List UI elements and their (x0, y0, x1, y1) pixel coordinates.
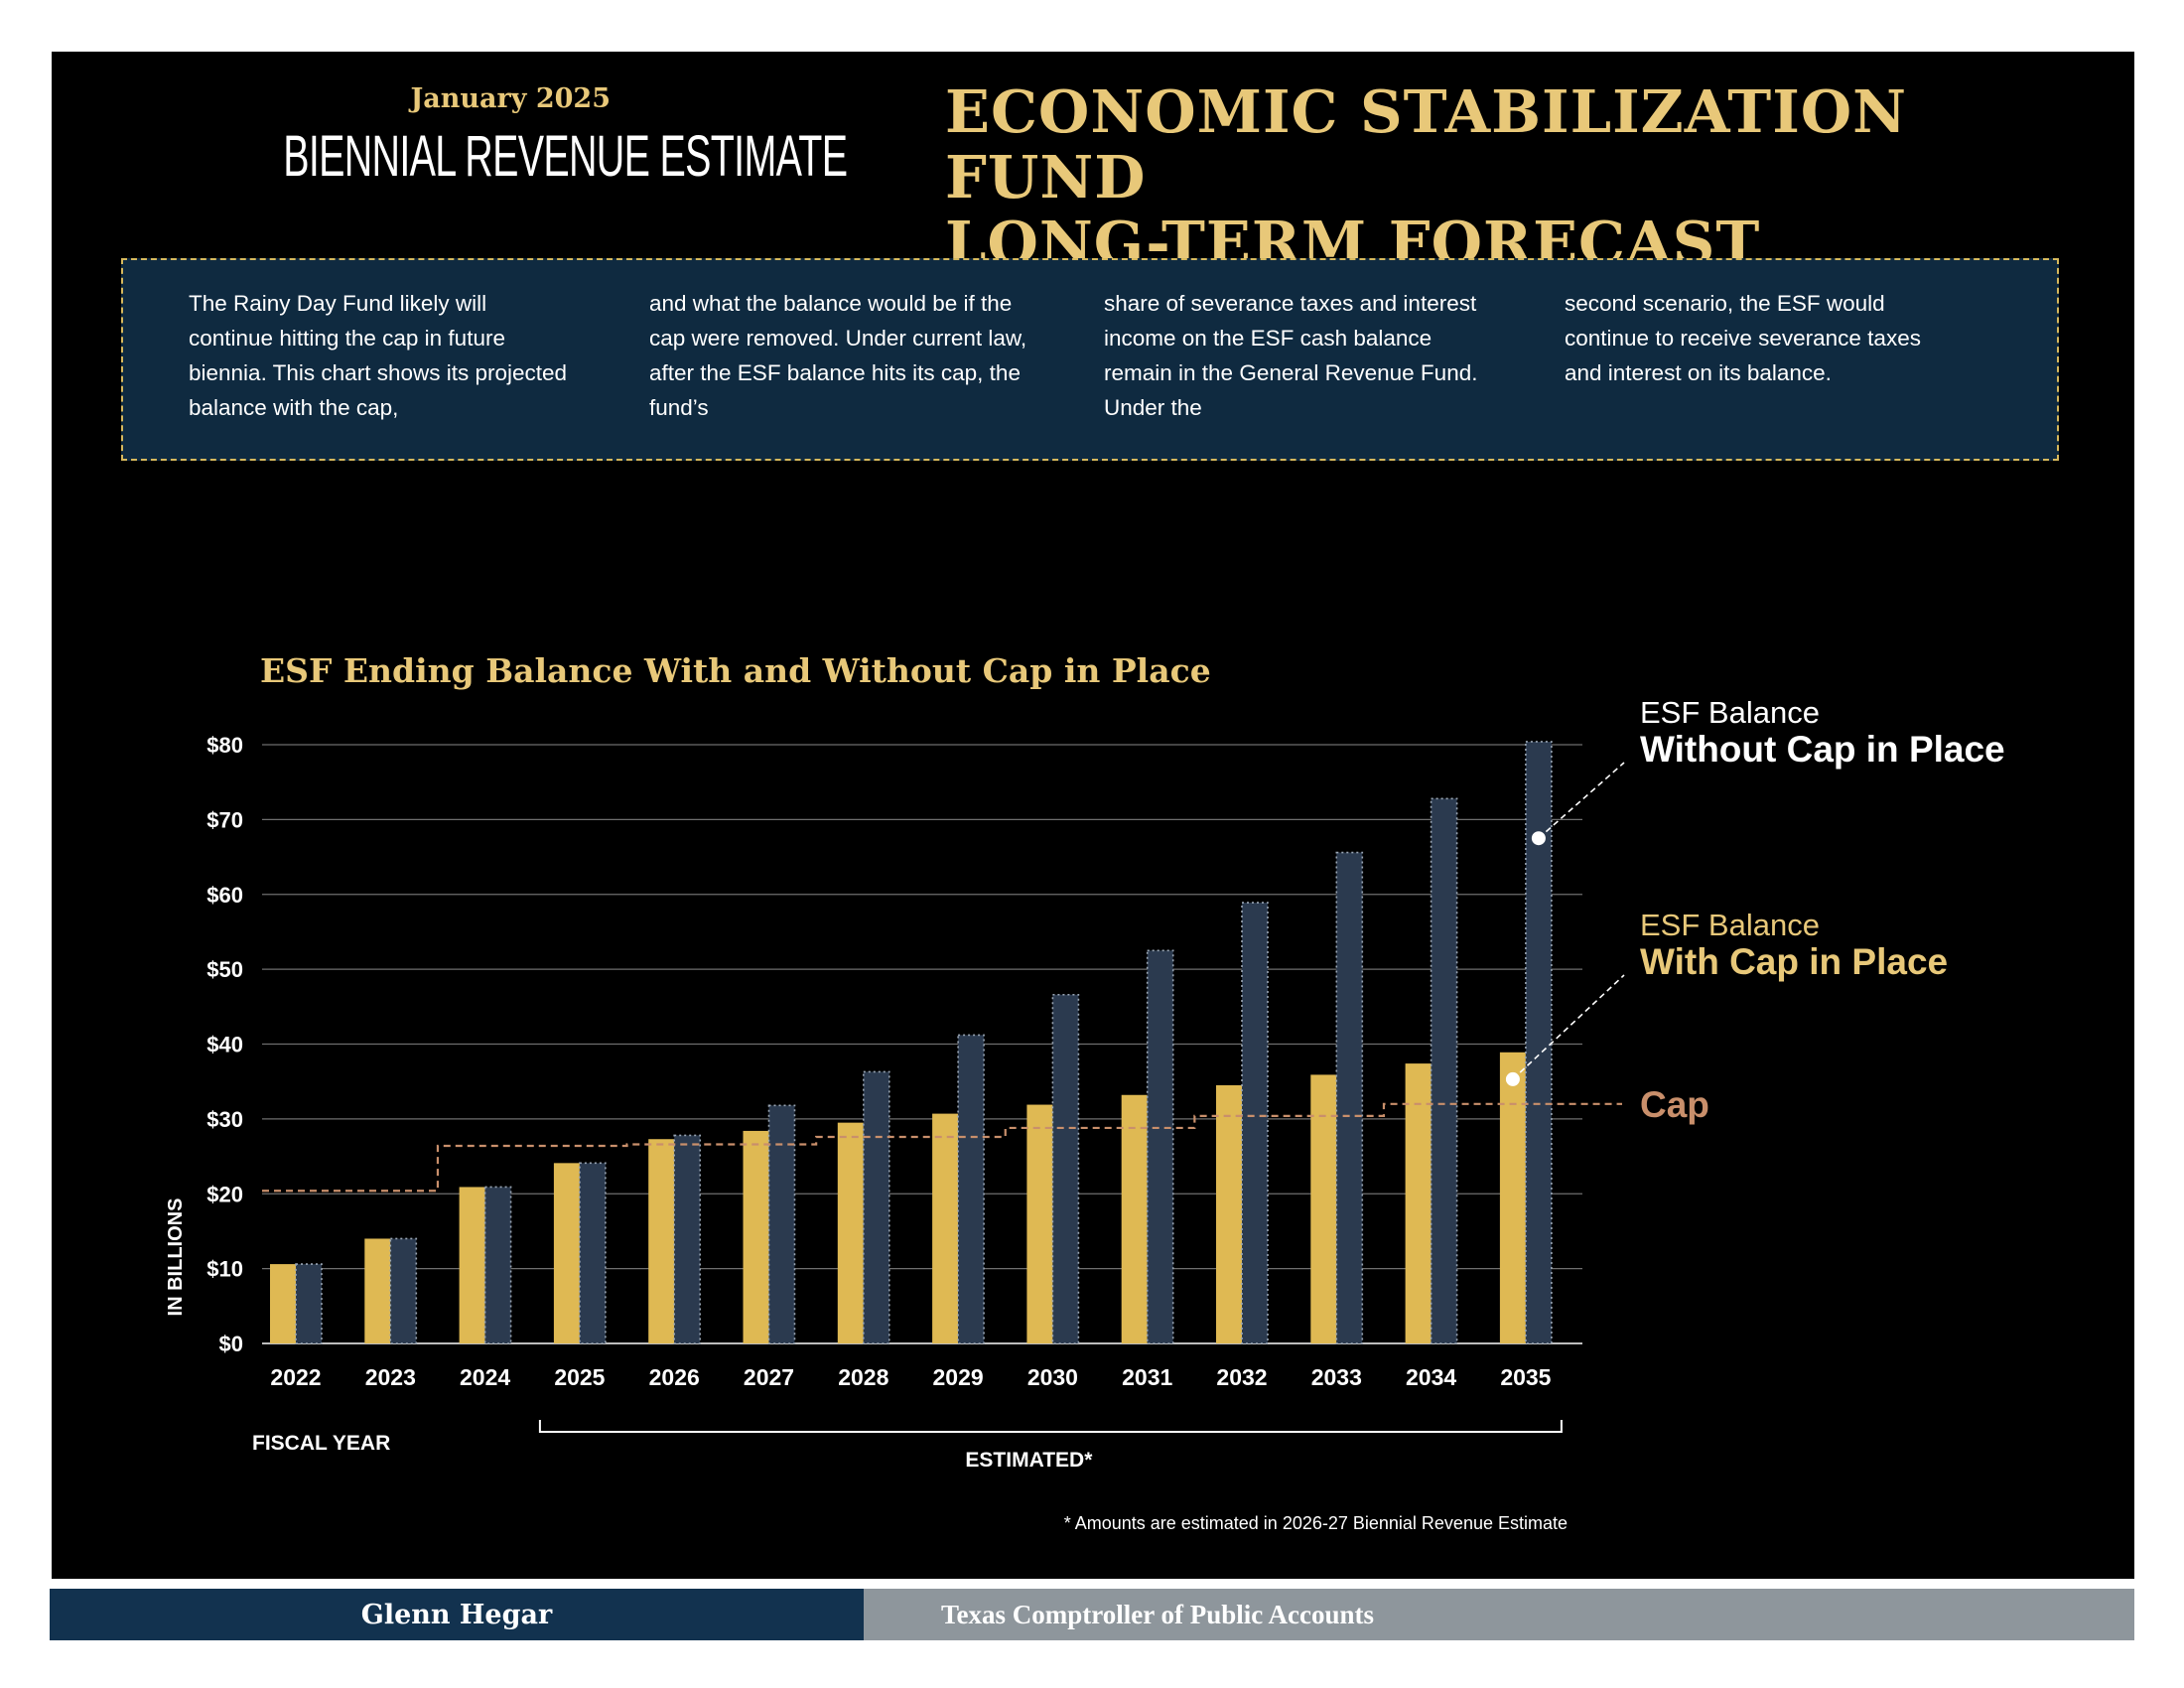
bar-without-cap (389, 1237, 418, 1344)
legend-cap-label: Cap (1640, 1084, 1709, 1125)
legend-leader-with-cap (1512, 974, 1625, 1080)
footnote: * Amounts are estimated in 2026-27 Bienn… (1064, 1513, 1568, 1533)
x-tick-label: 2026 (649, 1364, 700, 1390)
legend-dot-without-cap (1531, 831, 1546, 846)
bar-without-cap (1146, 949, 1174, 1344)
x-tick-label: 2035 (1500, 1364, 1551, 1390)
bar-with-cap (837, 1122, 864, 1343)
bar-without-cap (673, 1134, 702, 1344)
estimated-label: ESTIMATED* (965, 1449, 1093, 1472)
y-tick-label: $0 (219, 1332, 243, 1356)
bar-without-cap (1335, 851, 1364, 1344)
y-tick-label: $40 (206, 1033, 243, 1057)
bar-without-cap (1430, 797, 1458, 1344)
bar-with-cap (932, 1113, 959, 1343)
x-axis-label: FISCAL YEAR (252, 1432, 390, 1455)
y-tick-label: $80 (206, 733, 243, 758)
intro-column-2: and what the balance would be if the cap… (649, 291, 1027, 420)
bar-with-cap (459, 1187, 485, 1343)
legend-with-cap-line-2: With Cap in Place (1640, 941, 1948, 982)
legend-dot-with-cap (1505, 1071, 1520, 1086)
legend-leader-without-cap (1538, 762, 1625, 839)
x-tick-label: 2028 (838, 1364, 888, 1390)
intro-text-box: The Rainy Day Fund likely will continue … (121, 258, 2059, 461)
bar-with-cap (553, 1163, 580, 1343)
bar-without-cap (862, 1070, 890, 1344)
x-tick-label: 2023 (365, 1364, 416, 1390)
y-tick-label: $30 (206, 1107, 243, 1132)
y-axis-label: IN BILLIONS (165, 1198, 187, 1317)
x-tick-label: 2031 (1122, 1364, 1172, 1390)
y-tick-label: $10 (206, 1257, 243, 1282)
x-tick-label: 2032 (1216, 1364, 1267, 1390)
bar-with-cap (1499, 1052, 1526, 1343)
estimated-bracket (538, 1420, 1563, 1433)
legend-without-cap-line-1: ESF Balance (1640, 695, 1820, 730)
x-tick-label: 2034 (1406, 1364, 1456, 1390)
x-tick-label: 2027 (744, 1364, 794, 1390)
footer-agency: Texas Comptroller of Public Accounts (864, 1589, 2134, 1640)
bar-with-cap (648, 1139, 675, 1343)
y-tick-label: $50 (206, 957, 243, 982)
chart-area: $0 $10 $20 $30 $40 $50 $60 $70 $80 IN BILLIONS 202… (165, 695, 2005, 1533)
cap-line (262, 1102, 1622, 1193)
bar-without-cap (957, 1034, 985, 1344)
y-tick-label: $70 (206, 807, 243, 832)
bar-without-cap (295, 1263, 323, 1344)
x-tick-label: 2025 (554, 1364, 605, 1390)
bar-with-cap (1405, 1063, 1432, 1343)
page-title: ECONOMIC STABILIZATION FUND LONG-TERM FO… (945, 79, 2087, 276)
x-tick-label: 2024 (460, 1364, 510, 1390)
legend-with-cap-line-1: ESF Balance (1640, 908, 1820, 942)
bar-without-cap (1051, 993, 1080, 1344)
x-tick-label: 2022 (270, 1364, 321, 1390)
bar-with-cap (1026, 1104, 1053, 1343)
bar-with-cap (1216, 1084, 1242, 1343)
bar-without-cap (1241, 902, 1269, 1344)
intro-column-3: share of severance taxes and interest in… (1104, 291, 1478, 420)
x-tick-label: 2033 (1311, 1364, 1362, 1390)
intro-column-4: second scenario, the ESF would continue … (1565, 291, 1921, 385)
y-tick-label: $20 (206, 1182, 243, 1206)
x-tick-label: 2029 (933, 1364, 984, 1390)
bar-without-cap (483, 1186, 512, 1344)
y-tick-label: $60 (206, 883, 243, 908)
page-title-line-1: ECONOMIC STABILIZATION FUND (945, 77, 1908, 211)
bar-without-cap (579, 1162, 607, 1344)
bar-with-cap (743, 1130, 769, 1343)
chart-title: ESF Ending Balance With and Without Cap … (260, 651, 1211, 690)
bar-with-cap (270, 1264, 296, 1343)
x-tick-label: 2030 (1027, 1364, 1078, 1390)
legend-without-cap-line-2: Without Cap in Place (1640, 729, 2005, 770)
bar-with-cap (1121, 1094, 1148, 1343)
footer-author: Glenn Hegar (50, 1589, 864, 1640)
bar-with-cap (1310, 1074, 1337, 1343)
bar-with-cap (364, 1238, 391, 1343)
bar-without-cap (767, 1104, 796, 1344)
report-date: January 2025 (410, 83, 612, 114)
intro-column-1: The Rainy Day Fund likely will continue … (189, 291, 568, 420)
